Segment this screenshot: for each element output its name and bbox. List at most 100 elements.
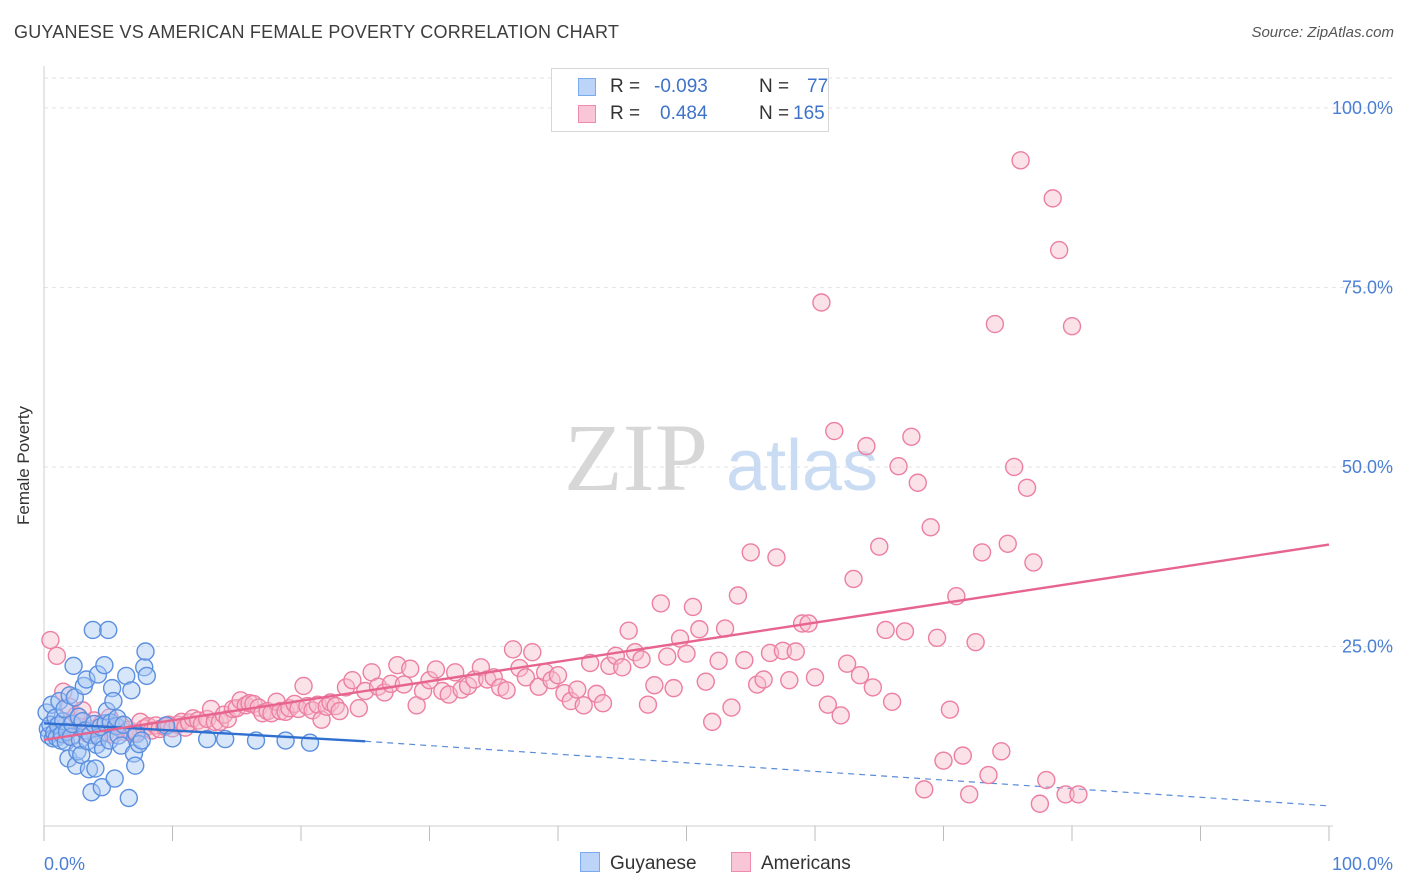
point-americans xyxy=(773,641,793,660)
series-label-guyanese: Guyanese xyxy=(610,853,697,874)
point-americans xyxy=(613,658,632,677)
point-americans xyxy=(754,670,773,689)
point-americans xyxy=(709,651,728,671)
x-tick-label-start: 0.0% xyxy=(44,854,85,874)
point-americans xyxy=(651,594,670,613)
point-americans xyxy=(934,751,953,770)
stats-legend: R = -0.093 N = 77 R = 0.484 N = 165 xyxy=(551,68,829,132)
point-americans xyxy=(953,746,972,765)
point-americans xyxy=(895,622,915,641)
point-americans xyxy=(728,586,748,605)
watermark-zip: ZIP xyxy=(564,404,708,511)
point-americans xyxy=(1024,553,1043,572)
point-americans xyxy=(568,680,587,699)
point-americans xyxy=(780,671,799,690)
point-americans xyxy=(1011,151,1030,170)
point-americans xyxy=(902,427,921,446)
series-swatch-guyanese xyxy=(580,852,600,872)
point-guyanese xyxy=(136,642,155,661)
point-americans xyxy=(812,293,831,312)
point-americans xyxy=(857,436,876,456)
point-americans xyxy=(844,569,863,589)
point-americans xyxy=(677,644,696,663)
watermark: ZIP atlas xyxy=(564,404,878,511)
point-americans xyxy=(1043,189,1062,208)
series-legend-guyanese[interactable]: Guyanese xyxy=(580,852,697,875)
point-guyanese xyxy=(126,756,145,775)
point-americans xyxy=(593,694,613,713)
point-guyanese xyxy=(64,656,83,676)
point-americans xyxy=(876,620,895,640)
point-americans xyxy=(580,653,600,673)
legend-swatch-americans xyxy=(578,105,596,123)
x-tick-label-end: 100.0% xyxy=(1332,854,1393,874)
point-americans xyxy=(703,712,722,732)
data-points xyxy=(37,151,1088,813)
point-americans xyxy=(818,695,838,714)
point-americans xyxy=(882,692,902,711)
point-guyanese xyxy=(92,778,112,797)
point-americans xyxy=(979,765,998,785)
y-tick-label: 25.0% xyxy=(1342,636,1393,656)
point-americans xyxy=(41,630,60,650)
legend-n-value: 77 xyxy=(807,76,829,97)
point-guyanese xyxy=(276,731,295,750)
point-americans xyxy=(349,699,369,718)
legend-r-value: 0.484 xyxy=(660,103,708,124)
point-americans xyxy=(741,543,760,562)
point-americans xyxy=(863,678,883,697)
point-americans xyxy=(294,676,313,696)
point-americans xyxy=(921,518,940,537)
point-americans xyxy=(972,543,992,562)
point-americans xyxy=(998,534,1017,553)
point-americans xyxy=(516,668,536,687)
point-americans xyxy=(889,457,908,476)
chart-title: GUYANESE VS AMERICAN FEMALE POVERTY CORR… xyxy=(14,22,620,42)
y-tick-label: 50.0% xyxy=(1342,457,1393,477)
point-americans xyxy=(330,701,349,721)
point-americans xyxy=(985,314,1005,334)
point-guyanese xyxy=(88,665,108,684)
point-americans xyxy=(1056,785,1075,804)
point-americans xyxy=(401,659,420,678)
point-americans xyxy=(497,681,516,700)
point-americans xyxy=(915,780,934,799)
point-americans xyxy=(850,666,870,685)
point-americans xyxy=(503,640,523,659)
axes xyxy=(43,66,1333,841)
y-axis-label: Female Poverty xyxy=(14,405,33,525)
point-americans xyxy=(908,473,927,492)
point-guyanese xyxy=(105,769,124,788)
point-guyanese xyxy=(79,760,99,779)
point-americans xyxy=(1037,770,1056,790)
point-americans xyxy=(1069,785,1088,804)
point-americans xyxy=(336,678,356,697)
point-americans xyxy=(960,785,979,804)
point-guyanese xyxy=(119,788,139,808)
legend-swatch-guyanese xyxy=(578,78,596,96)
point-americans xyxy=(1004,457,1024,477)
point-guyanese xyxy=(95,655,114,675)
point-americans xyxy=(619,621,638,640)
point-guyanese xyxy=(55,699,74,719)
legend-n-label: N = xyxy=(759,103,790,124)
point-americans xyxy=(1049,240,1069,260)
point-americans xyxy=(927,628,947,648)
point-guyanese xyxy=(117,666,136,686)
point-guyanese xyxy=(137,666,157,686)
point-guyanese xyxy=(104,691,123,711)
series-legend-americans[interactable]: Americans xyxy=(731,852,851,875)
legend-r-value: -0.093 xyxy=(654,76,708,97)
point-americans xyxy=(645,676,664,695)
point-guyanese xyxy=(82,783,101,802)
point-americans xyxy=(574,696,593,715)
trend-line-guyanese xyxy=(43,722,366,743)
point-americans xyxy=(831,706,850,725)
point-americans xyxy=(966,632,985,652)
legend-n-value: 165 xyxy=(793,103,825,124)
point-americans xyxy=(548,666,568,685)
tick-labels: 25.0% 50.0% 75.0% 100.0% 0.0% 100.0% xyxy=(44,98,1393,874)
point-americans xyxy=(825,421,844,441)
point-americans xyxy=(664,678,683,698)
point-guyanese xyxy=(132,731,151,750)
